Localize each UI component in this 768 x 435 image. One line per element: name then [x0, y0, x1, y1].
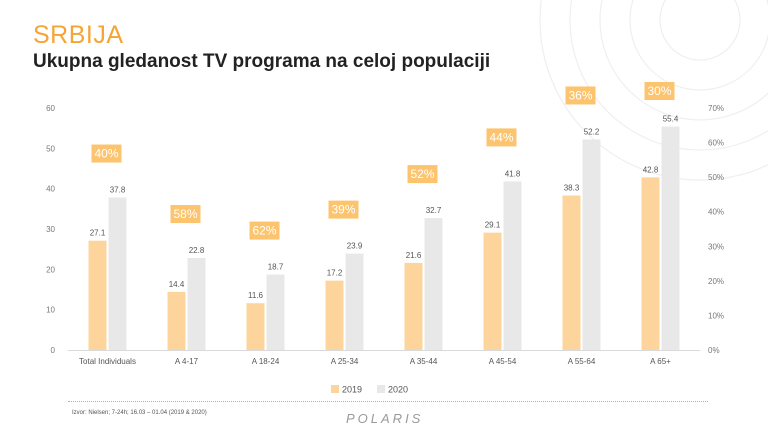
bar-2020 [661, 126, 680, 350]
growth-label: 44% [489, 130, 513, 144]
data-label-2020: 41.8 [505, 169, 521, 178]
polaris-logo: POLARIS [346, 411, 424, 426]
bar-2020 [582, 139, 601, 350]
data-label-2019: 42.8 [643, 165, 659, 174]
data-label-2019: 17.2 [327, 269, 343, 278]
y-tick-label: 0 [51, 346, 56, 355]
growth-badge [644, 82, 675, 100]
growth-badge [91, 144, 122, 163]
growth-label: 36% [568, 88, 592, 102]
y2-tick-label: 30% [708, 242, 724, 251]
data-label-2019: 21.6 [406, 251, 422, 260]
bar-2019 [325, 280, 344, 350]
data-label-2020: 18.7 [268, 263, 284, 272]
legend-label-2019: 2019 [342, 385, 362, 395]
data-label-2019: 38.3 [564, 184, 580, 193]
data-label-2020: 55.4 [663, 115, 679, 124]
y2-tick-label: 0% [708, 346, 720, 355]
y-tick-label: 40 [46, 185, 55, 194]
bar-2020 [503, 181, 522, 350]
country-title: SRBIJA [33, 21, 124, 49]
legend-swatch-2019 [331, 385, 339, 393]
bar-2020 [187, 258, 206, 350]
data-label-2020: 23.9 [347, 242, 363, 251]
x-tick-label: Total Individuals [79, 357, 136, 366]
bar-2019 [483, 232, 502, 350]
data-label-2020: 52.2 [584, 127, 600, 136]
x-tick-label: A 65+ [650, 357, 671, 366]
x-tick-label: A 4-17 [175, 357, 199, 366]
y2-tick-label: 20% [708, 277, 724, 286]
bar-2020 [108, 197, 127, 350]
growth-badge [170, 205, 201, 224]
growth-label: 62% [252, 224, 276, 238]
growth-badge [407, 165, 438, 184]
bar-2020 [424, 218, 443, 350]
y2-tick-label: 40% [708, 208, 724, 217]
data-label-2020: 22.8 [189, 246, 205, 255]
y2-tick-label: 50% [708, 173, 724, 182]
x-tick-label: A 55-64 [568, 357, 596, 366]
data-label-2019: 27.1 [90, 229, 106, 238]
data-label-2019: 14.4 [169, 280, 185, 289]
x-tick-label: A 18-24 [252, 357, 280, 366]
y2-tick-label: 10% [708, 311, 724, 320]
bar-2019 [88, 240, 107, 350]
growth-label: 52% [410, 167, 434, 181]
y2-tick-label: 60% [708, 139, 724, 148]
bar-2019 [246, 303, 265, 350]
legend-label-2020: 2020 [388, 385, 408, 395]
x-tick-label: A 45-54 [489, 357, 517, 366]
growth-badge [249, 221, 280, 240]
page-title: Ukupna gledanost TV programa na celoj po… [33, 51, 491, 72]
data-label-2020: 32.7 [426, 206, 442, 215]
y-tick-label: 20 [46, 265, 55, 274]
growth-badge [565, 86, 596, 105]
data-label-2019: 29.1 [485, 221, 501, 230]
bar-2019 [404, 262, 423, 350]
growth-label: 40% [94, 147, 118, 161]
y-tick-label: 30 [46, 225, 55, 234]
source-note: Izvor: Nielsen; 7-24h; 16.03 – 01.04 (20… [72, 410, 207, 416]
y-tick-label: 60 [46, 104, 55, 113]
legend-swatch-2020 [377, 385, 385, 393]
y-tick-label: 10 [46, 306, 55, 315]
data-label-2020: 37.8 [110, 186, 126, 195]
growth-badge [328, 200, 359, 219]
x-tick-label: A 25-34 [331, 357, 359, 366]
growth-label: 58% [173, 207, 197, 221]
growth-label: 30% [647, 84, 671, 98]
growth-badge [486, 128, 517, 147]
growth-label: 39% [331, 203, 355, 217]
bar-2019 [641, 177, 660, 350]
bar-2020 [345, 253, 364, 350]
footer-divider [68, 401, 708, 402]
y-tick-label: 50 [46, 144, 55, 153]
bar-2019 [167, 291, 186, 350]
y2-tick-label: 70% [708, 104, 724, 113]
bar-2020 [266, 274, 285, 350]
x-tick-label: A 35-44 [410, 357, 438, 366]
data-label-2019: 11.6 [248, 291, 264, 300]
bar-2019 [562, 195, 581, 350]
